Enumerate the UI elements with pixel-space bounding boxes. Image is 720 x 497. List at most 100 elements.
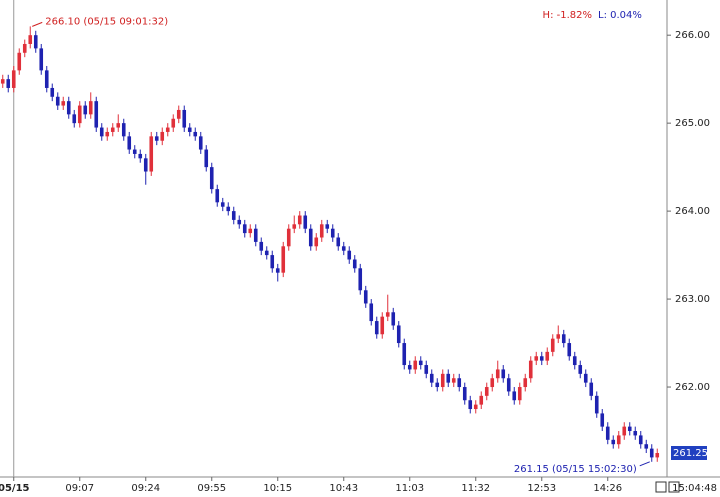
candle-body <box>627 426 632 432</box>
candle-body <box>578 365 583 374</box>
candle-body <box>143 158 148 172</box>
candle-body <box>622 426 627 436</box>
candle-body <box>44 70 49 88</box>
candle-body <box>424 365 429 374</box>
candle-body <box>319 224 324 238</box>
candle-body <box>33 35 38 49</box>
candle-body <box>418 360 423 366</box>
candle-body <box>99 127 104 137</box>
candle-body <box>94 101 99 128</box>
candle-body <box>495 369 500 379</box>
candle-body <box>352 259 357 269</box>
last-price-box <box>671 446 707 460</box>
candle-body <box>479 395 484 405</box>
candle-body <box>204 149 209 168</box>
expand-icon[interactable] <box>655 481 667 493</box>
candle-body <box>644 444 649 449</box>
x-tick-label: 09:07 <box>65 483 94 494</box>
x-tick-label: 05/15 <box>0 483 30 494</box>
candle-body <box>325 224 330 229</box>
candle-body <box>490 378 495 388</box>
candle-body <box>336 237 341 247</box>
candle-body <box>116 123 121 128</box>
candle-body <box>649 448 654 458</box>
candle-body <box>435 382 440 388</box>
candle-body <box>539 356 544 361</box>
candle-body <box>66 101 71 115</box>
candle-body <box>77 105 82 124</box>
candle-body <box>462 387 467 401</box>
x-tick-label: 09:55 <box>197 483 226 494</box>
candle-body <box>369 303 374 322</box>
low-label: 261.15 (05/15 15:02:30) <box>514 464 637 475</box>
candle-body <box>561 334 566 344</box>
candle-body <box>50 87 55 97</box>
candle-body <box>380 316 385 335</box>
candle-body <box>385 312 390 317</box>
candle-body <box>341 246 346 251</box>
candle-body <box>556 334 561 339</box>
candle-body <box>517 387 522 401</box>
candle-body <box>253 228 258 242</box>
candle-body <box>512 391 517 401</box>
candle-body <box>429 373 434 383</box>
candle-body <box>215 189 220 203</box>
x-tick-label: 09:24 <box>131 483 160 494</box>
candle-body <box>182 109 187 128</box>
candle-body <box>440 373 445 388</box>
candle-body <box>308 228 313 247</box>
candle-body <box>226 206 231 212</box>
y-tick-label: 265.00 <box>675 118 710 129</box>
x-tick-label: 10:43 <box>329 483 358 494</box>
candle-body <box>149 136 154 172</box>
candle-body <box>17 52 22 71</box>
low-pointer <box>639 461 650 467</box>
candle-body <box>605 426 610 440</box>
low-change: L: 0.04% <box>598 10 642 21</box>
candle-body <box>534 356 539 361</box>
candle-body <box>270 255 275 269</box>
candle-body <box>528 360 533 379</box>
candle-body <box>567 343 572 357</box>
last-price: 261.25 <box>673 448 708 459</box>
zoom-icon[interactable] <box>668 481 680 493</box>
candle-body <box>473 404 478 410</box>
candle-body <box>638 435 643 445</box>
candle-body <box>594 395 599 414</box>
candle-body <box>303 215 308 229</box>
high-pointer <box>32 21 43 27</box>
candle-body <box>583 373 588 383</box>
candle-body <box>28 35 33 44</box>
candle-body <box>330 228 335 238</box>
candle-body <box>6 79 11 88</box>
candle-body <box>600 413 605 427</box>
candle-body <box>506 378 511 392</box>
candle-body <box>484 387 489 396</box>
y-tick-label: 264.00 <box>675 206 710 217</box>
candle-body <box>248 228 253 234</box>
x-tick-label: 11:03 <box>395 483 424 494</box>
candle-body <box>391 312 396 326</box>
candle-body <box>413 360 418 370</box>
candle-body <box>633 431 638 436</box>
candle-body <box>220 202 225 207</box>
candle-body <box>132 149 137 154</box>
candle-body <box>105 131 110 137</box>
candle-body <box>572 356 577 366</box>
candle-body <box>55 96 60 106</box>
candle-body <box>138 153 143 159</box>
candle-body <box>165 127 170 132</box>
candle-body <box>275 268 280 273</box>
candle-body <box>110 127 115 132</box>
candle-body <box>11 70 16 88</box>
candle-body <box>396 325 401 344</box>
candle-body <box>198 136 203 150</box>
candle-body <box>297 215 302 225</box>
candle-body <box>402 343 407 366</box>
candle-body <box>374 321 379 335</box>
candle-body <box>286 228 291 247</box>
y-tick-label: 266.00 <box>675 30 710 41</box>
x-tick-label: 11:32 <box>461 483 490 494</box>
